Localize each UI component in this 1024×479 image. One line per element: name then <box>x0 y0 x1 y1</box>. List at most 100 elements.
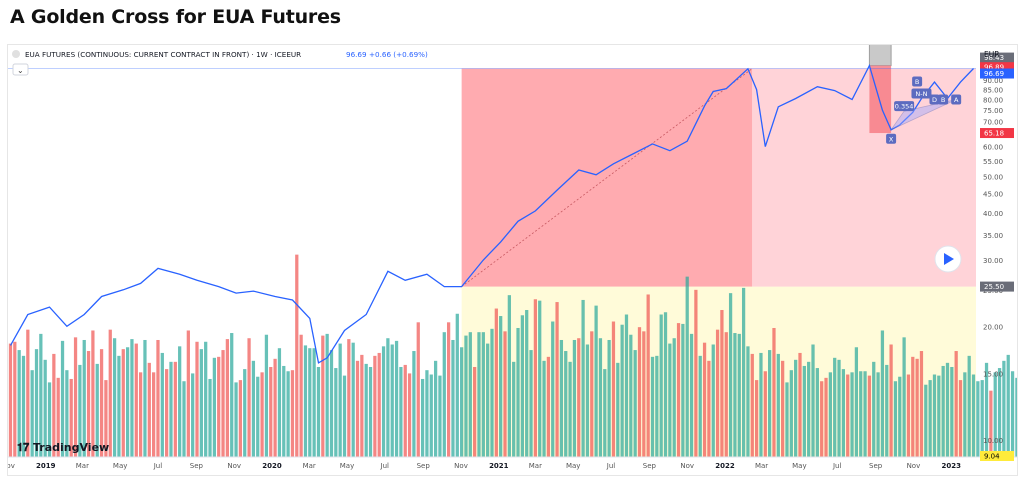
volume-bar <box>699 356 702 457</box>
x-tick-label: Jul <box>832 462 842 470</box>
volume-bar <box>720 310 723 457</box>
volume-bar <box>126 347 129 457</box>
volume-bar <box>668 344 671 457</box>
symbol-title[interactable]: EUA FUTURES (CONTINUOUS: CURRENT CONTRAC… <box>25 50 301 59</box>
volume-bar <box>469 332 472 457</box>
volume-bar <box>798 353 801 457</box>
volume-bar <box>916 359 919 457</box>
price-badge-label: 96.69 <box>984 70 1004 78</box>
volume-bar <box>621 325 624 457</box>
y-tick-label: 15.00 <box>983 370 1003 378</box>
y-tick-label: 85.00 <box>983 87 1003 95</box>
pattern-label: D <box>932 96 937 104</box>
currency-label: EUR <box>984 50 999 59</box>
volume-bar <box>399 367 402 457</box>
x-tick-label: 2021 <box>489 462 509 470</box>
volume-bar <box>234 382 237 457</box>
x-tick-label: May <box>792 462 806 470</box>
volume-bar <box>200 349 203 457</box>
volume-bar <box>755 380 758 457</box>
volume-bar <box>421 379 424 457</box>
y-tick-label: 50.00 <box>983 173 1003 181</box>
y-tick-label: 45.00 <box>983 191 1003 199</box>
volume-bar <box>321 336 324 457</box>
page-title: A Golden Cross for EUA Futures <box>10 6 341 28</box>
volume-bar <box>781 361 784 457</box>
volume-bar <box>143 340 146 457</box>
pattern-label: 0.354 <box>895 103 914 111</box>
volume-bar <box>534 299 537 457</box>
volume-bar <box>642 331 645 457</box>
volume-bar <box>39 334 42 457</box>
volume-bar <box>568 362 571 457</box>
volume-bar <box>417 322 420 457</box>
x-tick-label: Nov <box>8 462 15 470</box>
volume-bar <box>148 363 151 457</box>
volume-bar <box>863 371 866 457</box>
x-tick-label: Sep <box>643 462 657 470</box>
volume-bar <box>187 330 190 457</box>
volume-bar <box>690 334 693 457</box>
volume-bar <box>785 382 788 457</box>
volume-bar <box>829 372 832 457</box>
volume-bar <box>712 344 715 457</box>
volume-bar <box>300 335 303 457</box>
volume-bar <box>725 332 728 457</box>
volume-bar <box>74 337 77 457</box>
volume-bar <box>959 380 962 457</box>
volume-bar <box>217 357 220 457</box>
volume-bar <box>178 346 181 457</box>
volume-bar <box>968 356 971 457</box>
pattern-label: A <box>954 96 959 104</box>
volume-bar <box>664 312 667 457</box>
volume-bar <box>842 369 845 457</box>
volume-bar <box>291 370 294 457</box>
volume-bar <box>113 338 116 457</box>
volume-bar <box>876 372 879 457</box>
x-tick-label: Mar <box>76 462 89 470</box>
volume-bar <box>430 375 433 457</box>
volume-bar <box>599 338 602 457</box>
volume-bar <box>547 357 550 457</box>
x-tick-label: May <box>566 462 580 470</box>
volume-bar <box>343 376 346 457</box>
volume-bar <box>221 350 224 457</box>
volume-bar <box>499 316 502 457</box>
volume-bar <box>260 372 263 457</box>
volume-bar <box>777 354 780 457</box>
volume-bar <box>911 357 914 457</box>
x-tick-label: Sep <box>417 462 431 470</box>
volume-bar <box>447 322 450 457</box>
volume-bar <box>356 361 359 457</box>
chevron-down-icon: ⌄ <box>17 66 24 75</box>
pullback-marker <box>869 45 891 66</box>
volume-bar <box>820 381 823 457</box>
volume-bar <box>677 323 680 457</box>
tradingview-logo: TradingView <box>33 441 109 454</box>
x-tick-label: Nov <box>227 462 241 470</box>
volume-bar <box>859 371 862 457</box>
volume-bar <box>824 378 827 457</box>
volume-bar <box>139 372 142 457</box>
volume-bar <box>464 336 467 457</box>
pattern-label: B <box>915 78 919 86</box>
volume-bar <box>733 333 736 457</box>
volume-bar <box>612 322 615 457</box>
volume-bar <box>924 385 927 457</box>
x-tick-label: May <box>113 462 127 470</box>
volume-bar <box>655 356 658 457</box>
volume-bar <box>594 306 597 457</box>
volume-bar <box>13 342 16 457</box>
volume-bar <box>963 372 966 457</box>
volume-bar <box>855 347 858 457</box>
volume-bar <box>386 338 389 457</box>
volume-bar <box>473 367 476 457</box>
volume-bar <box>950 367 953 457</box>
volume-bar <box>894 381 897 457</box>
volume-bar <box>330 350 333 457</box>
volume-bar <box>516 328 519 457</box>
volume-bar <box>686 277 689 457</box>
volume-bar <box>451 340 454 457</box>
